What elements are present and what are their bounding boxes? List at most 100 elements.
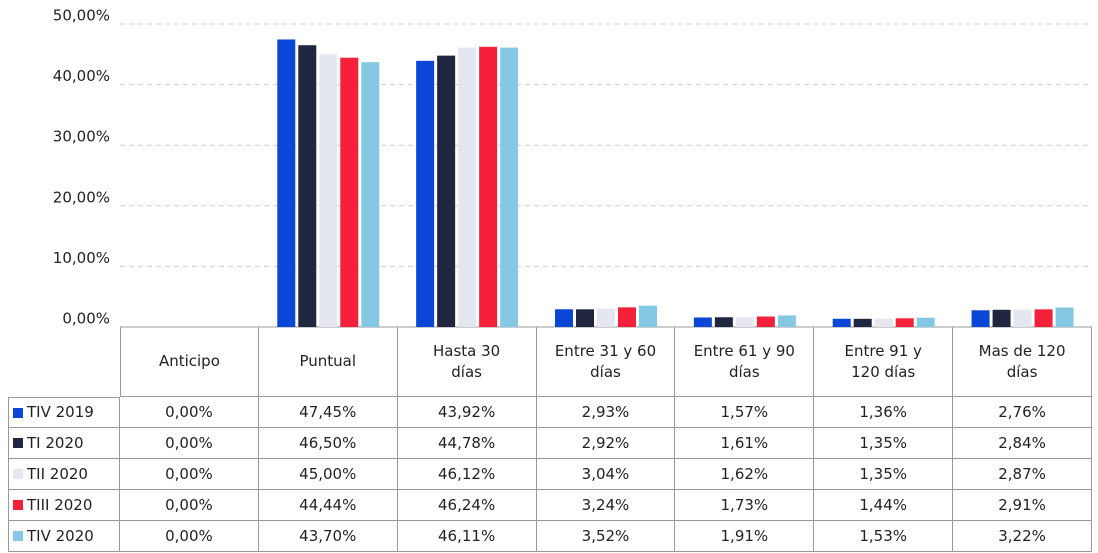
legend-entry: TI 2020 xyxy=(8,428,120,459)
data-label-text: 2,76% xyxy=(998,402,1046,421)
bar xyxy=(777,315,796,327)
data-label-text: 1,61% xyxy=(720,433,769,452)
data-label: 44,44% xyxy=(258,490,398,521)
data-label-text: 1,57% xyxy=(720,402,769,421)
legend-key xyxy=(13,531,23,541)
legend-key xyxy=(13,438,23,448)
legend-key xyxy=(13,469,23,479)
data-label: 46,12% xyxy=(397,459,537,490)
data-label-text: 2,93% xyxy=(581,402,630,421)
bar xyxy=(416,60,435,328)
data-label: 43,92% xyxy=(397,397,537,428)
bar xyxy=(555,309,573,327)
legend-entry-text: TIV 2019 xyxy=(27,403,94,422)
data-label: 45,00% xyxy=(258,459,398,490)
bar xyxy=(916,317,935,327)
data-label-text: 0,00% xyxy=(165,526,213,545)
y-tick-label: 20,00% xyxy=(53,188,110,206)
bar xyxy=(597,308,615,327)
data-label: 1,36% xyxy=(814,397,954,428)
bar xyxy=(639,305,657,327)
data-label-text: 43,92% xyxy=(438,402,496,421)
data-label-text: 2,87% xyxy=(998,464,1046,483)
category-header-text: Mas de 120 días xyxy=(978,342,1066,381)
data-label: 1,44% xyxy=(814,490,954,521)
legend-entry-text: TIII 2020 xyxy=(27,495,93,514)
data-label: 44,78% xyxy=(397,428,537,459)
data-label: 46,24% xyxy=(397,490,537,521)
category-header: Hasta 30 días xyxy=(397,327,537,397)
data-label-text: 1,73% xyxy=(720,495,769,514)
data-label: 2,87% xyxy=(953,459,1092,490)
bar xyxy=(618,307,636,327)
data-label-text: 46,50% xyxy=(299,433,357,452)
data-label: 1,57% xyxy=(675,397,815,428)
data-label-text: 1,62% xyxy=(720,464,769,483)
bar xyxy=(500,47,519,328)
data-label-text: 46,12% xyxy=(438,464,496,483)
legend-key xyxy=(13,407,23,418)
data-label-text: 45,00% xyxy=(299,464,357,483)
data-label-text: 1,35% xyxy=(859,433,908,452)
y-tick-label: 40,00% xyxy=(53,67,110,85)
data-label-text: 1,91% xyxy=(720,526,769,545)
data-label: 1,62% xyxy=(675,459,815,490)
y-tick-label: 10,00% xyxy=(53,249,110,267)
data-label: 1,91% xyxy=(675,521,815,552)
bar xyxy=(319,54,338,328)
data-label: 0,00% xyxy=(120,428,259,459)
data-label: 1,35% xyxy=(814,428,954,459)
data-label: 43,70% xyxy=(258,521,398,552)
y-tick-label: 0,00% xyxy=(62,310,110,328)
category-header: Mas de 120 días xyxy=(953,327,1092,397)
data-label: 0,00% xyxy=(120,397,259,428)
data-label: 46,50% xyxy=(258,428,398,459)
y-tick-label: 30,00% xyxy=(53,128,110,146)
data-label: 0,00% xyxy=(120,490,259,521)
data-label-text: 2,84% xyxy=(998,433,1046,452)
data-label-text: 0,00% xyxy=(165,495,213,514)
bar xyxy=(361,62,380,327)
category-header-text: Anticipo xyxy=(158,352,220,371)
data-label-text: 3,04% xyxy=(581,464,630,483)
bar xyxy=(874,318,893,327)
category-header: Entre 91 y 120 días xyxy=(814,327,954,397)
data-label-text: 1,35% xyxy=(859,464,908,483)
data-label-text: 1,53% xyxy=(859,526,908,545)
legend-entry-text: TII 2020 xyxy=(27,464,88,483)
category-header-text: Hasta 30 días xyxy=(433,342,501,381)
category-header-text: Entre 61 y 90 días xyxy=(693,342,795,381)
data-label: 1,73% xyxy=(675,490,815,521)
data-label: 3,24% xyxy=(536,490,676,521)
data-label-text: 0,00% xyxy=(165,433,213,452)
bar xyxy=(693,317,712,327)
bar xyxy=(971,310,990,327)
legend-entry: TIV 2019 xyxy=(8,397,120,428)
data-label: 47,45% xyxy=(258,397,398,428)
bar xyxy=(277,39,296,327)
data-label-text: 1,36% xyxy=(859,402,908,421)
bar xyxy=(1013,309,1032,327)
bar xyxy=(735,317,754,327)
data-label-text: 3,22% xyxy=(998,526,1046,545)
data-label-text: 2,91% xyxy=(998,495,1046,514)
category-header-text: Puntual xyxy=(299,352,357,371)
bar xyxy=(458,47,477,328)
legend-entry-text: TIV 2020 xyxy=(27,526,94,545)
data-label: 46,11% xyxy=(397,521,537,552)
category-header-text: Entre 31 y 60 días xyxy=(554,342,657,381)
bar xyxy=(992,309,1011,327)
data-label: 1,53% xyxy=(814,521,954,552)
data-label: 3,04% xyxy=(536,459,676,490)
legend-entry: TIII 2020 xyxy=(8,490,120,521)
category-header: Anticipo xyxy=(120,327,259,397)
data-label: 0,00% xyxy=(120,459,259,490)
data-label: 2,76% xyxy=(953,397,1092,428)
bar xyxy=(298,45,317,328)
data-label-text: 46,11% xyxy=(438,526,496,545)
bar xyxy=(832,318,851,327)
bar xyxy=(895,318,914,327)
legend-entry: TIV 2020 xyxy=(8,521,120,552)
